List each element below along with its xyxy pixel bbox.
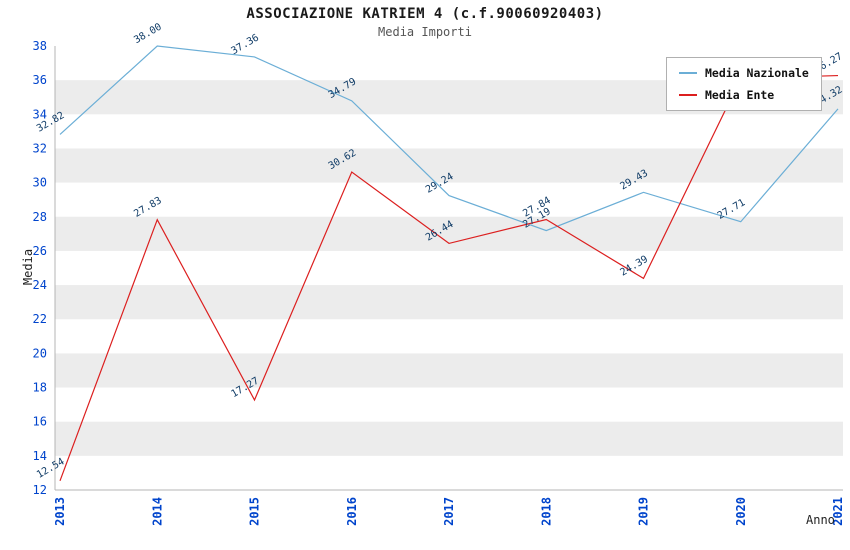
y-tick-label: 32 <box>33 141 47 155</box>
legend-line-swatch <box>679 72 697 74</box>
grid-band <box>55 148 843 183</box>
y-tick-label: 30 <box>33 176 47 190</box>
y-axis-title: Media <box>21 248 35 286</box>
x-tick-label: 2017 <box>442 497 456 526</box>
legend: Media Nazionale Media Ente <box>666 57 822 111</box>
x-tick-label: 2019 <box>637 497 651 526</box>
y-tick-label: 22 <box>33 312 47 326</box>
y-tick-label: 24 <box>33 278 47 292</box>
x-tick-label: 2014 <box>150 497 164 526</box>
y-tick-label: 38 <box>33 39 47 53</box>
point-label: 27.83 <box>132 195 164 220</box>
x-tick-label: 2018 <box>539 497 553 526</box>
x-tick-label: 2016 <box>345 497 359 526</box>
y-tick-label: 12 <box>33 483 47 497</box>
x-tick-label: 2021 <box>831 497 845 526</box>
grid-band <box>55 216 843 251</box>
x-tick-label: 2013 <box>53 497 67 526</box>
y-tick-label: 14 <box>33 449 47 463</box>
x-axis-title: Anno <box>806 513 835 527</box>
series-line-media-nazionale <box>59 45 839 232</box>
grid-band <box>55 421 843 456</box>
y-tick-label: 28 <box>33 210 47 224</box>
y-tick-label: 34 <box>33 107 47 121</box>
legend-label: Media Ente <box>705 88 775 102</box>
x-tick-label: 2015 <box>248 497 262 526</box>
legend-line-swatch <box>679 94 697 96</box>
grid-band <box>55 285 843 320</box>
y-tick-label: 16 <box>33 415 47 429</box>
legend-item-media-nazionale: Media Nazionale <box>679 66 809 80</box>
legend-item-media-ente: Media Ente <box>679 88 809 102</box>
y-tick-label: 26 <box>33 244 47 258</box>
grid-band <box>55 353 843 388</box>
legend-label: Media Nazionale <box>705 66 809 80</box>
y-tick-label: 18 <box>33 381 47 395</box>
y-tick-label: 20 <box>33 346 47 360</box>
chart-title: ASSOCIAZIONE KATRIEM 4 (c.f.90060920403) <box>246 6 604 22</box>
series-line-media-ente <box>59 74 839 481</box>
x-tick-label: 2020 <box>734 497 748 526</box>
y-tick-label: 36 <box>33 73 47 87</box>
chart-subtitle: Media Importi <box>378 25 472 39</box>
